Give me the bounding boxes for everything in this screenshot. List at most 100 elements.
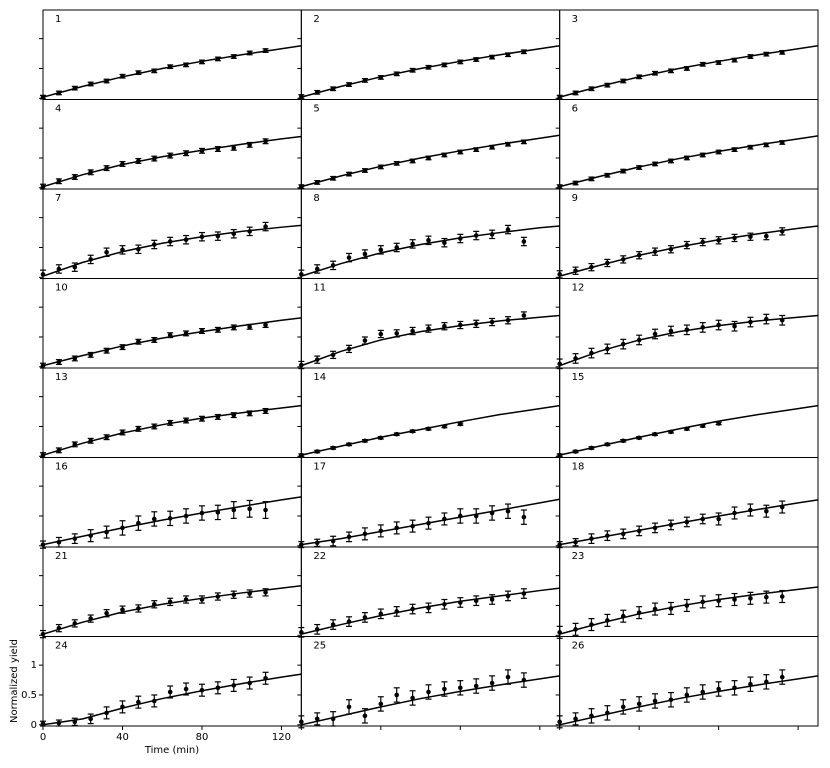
data-point	[56, 448, 62, 453]
data-point	[426, 426, 431, 432]
data-point	[557, 361, 562, 367]
data-point	[521, 591, 527, 596]
data-point	[573, 627, 578, 632]
y-tick-label: 0	[31, 720, 37, 731]
data-point	[299, 94, 304, 99]
data-point	[573, 539, 578, 545]
fit-line	[43, 585, 302, 635]
data-point	[72, 356, 78, 361]
data-point	[684, 426, 690, 432]
data-point	[589, 264, 594, 270]
data-point	[299, 362, 304, 368]
data-point	[120, 525, 125, 531]
data-point	[410, 328, 415, 334]
data-point	[684, 155, 690, 161]
data-point	[620, 438, 626, 444]
data-point	[573, 716, 578, 722]
data-point	[716, 598, 721, 603]
panel-label: 15	[572, 372, 585, 383]
data-point	[104, 529, 109, 535]
data-point	[378, 528, 384, 534]
data-point	[151, 698, 157, 704]
data-point	[199, 510, 205, 516]
panel-frame	[559, 367, 819, 458]
fit-line	[301, 587, 560, 635]
data-point	[652, 70, 658, 76]
data-point	[700, 239, 706, 245]
data-point	[700, 423, 706, 429]
data-point	[56, 266, 62, 272]
panel-label: 17	[313, 462, 326, 473]
data-point	[263, 590, 268, 595]
data-point	[505, 141, 511, 147]
data-point	[330, 716, 336, 722]
data-point	[505, 674, 511, 680]
data-point	[521, 514, 527, 520]
data-point	[700, 689, 706, 695]
data-point	[473, 683, 479, 689]
panel-label: 8	[313, 193, 319, 204]
data-point	[247, 142, 252, 148]
data-point	[263, 408, 268, 414]
data-point	[215, 594, 221, 599]
fit-line	[559, 675, 819, 726]
data-point	[605, 260, 610, 266]
data-point	[394, 609, 400, 614]
data-point	[88, 533, 93, 538]
data-point	[636, 435, 642, 441]
data-point	[330, 538, 336, 544]
data-point	[652, 161, 658, 167]
data-point	[573, 180, 578, 186]
data-point	[314, 180, 320, 185]
data-point	[620, 613, 626, 619]
fit-line	[559, 45, 819, 98]
data-point	[764, 51, 769, 57]
data-point	[231, 507, 237, 513]
data-point	[72, 174, 78, 180]
data-point	[521, 677, 527, 683]
data-point	[215, 56, 221, 62]
panel-frame	[42, 636, 302, 727]
data-point	[56, 359, 62, 365]
data-point	[410, 158, 415, 164]
data-point	[394, 331, 400, 336]
fit-line	[559, 135, 819, 188]
data-point	[215, 510, 221, 515]
panel-label: 11	[313, 283, 326, 294]
data-point	[72, 719, 78, 725]
panel-label: 13	[55, 372, 68, 383]
panel-label: 3	[572, 14, 578, 25]
data-point	[636, 252, 642, 258]
data-point	[779, 317, 785, 323]
data-point	[88, 352, 93, 358]
data-point	[151, 242, 157, 247]
panel-label: 18	[572, 462, 585, 473]
y-tick-label: 0.5	[21, 690, 37, 701]
data-point	[589, 622, 594, 627]
data-point	[636, 528, 642, 534]
data-point	[684, 242, 690, 248]
data-point	[40, 542, 46, 547]
data-point	[652, 249, 658, 254]
data-point	[764, 508, 769, 514]
data-point	[120, 704, 125, 710]
data-point	[167, 420, 173, 426]
x-tick-label: 120	[272, 732, 291, 743]
data-point	[505, 52, 511, 58]
data-point	[473, 147, 479, 152]
x-tick-label: 40	[116, 732, 129, 743]
data-point	[426, 520, 431, 526]
data-point	[183, 513, 189, 519]
data-point	[299, 184, 304, 189]
data-point	[700, 325, 706, 330]
panel-label: 25	[313, 641, 326, 652]
data-point	[505, 508, 511, 514]
panel-frame	[300, 457, 561, 548]
panel-label: 2	[313, 14, 319, 25]
data-point	[330, 86, 336, 92]
data-point	[620, 78, 626, 84]
data-point	[247, 680, 252, 686]
data-point	[231, 412, 237, 418]
data-point	[473, 513, 479, 519]
data-point	[346, 534, 352, 540]
